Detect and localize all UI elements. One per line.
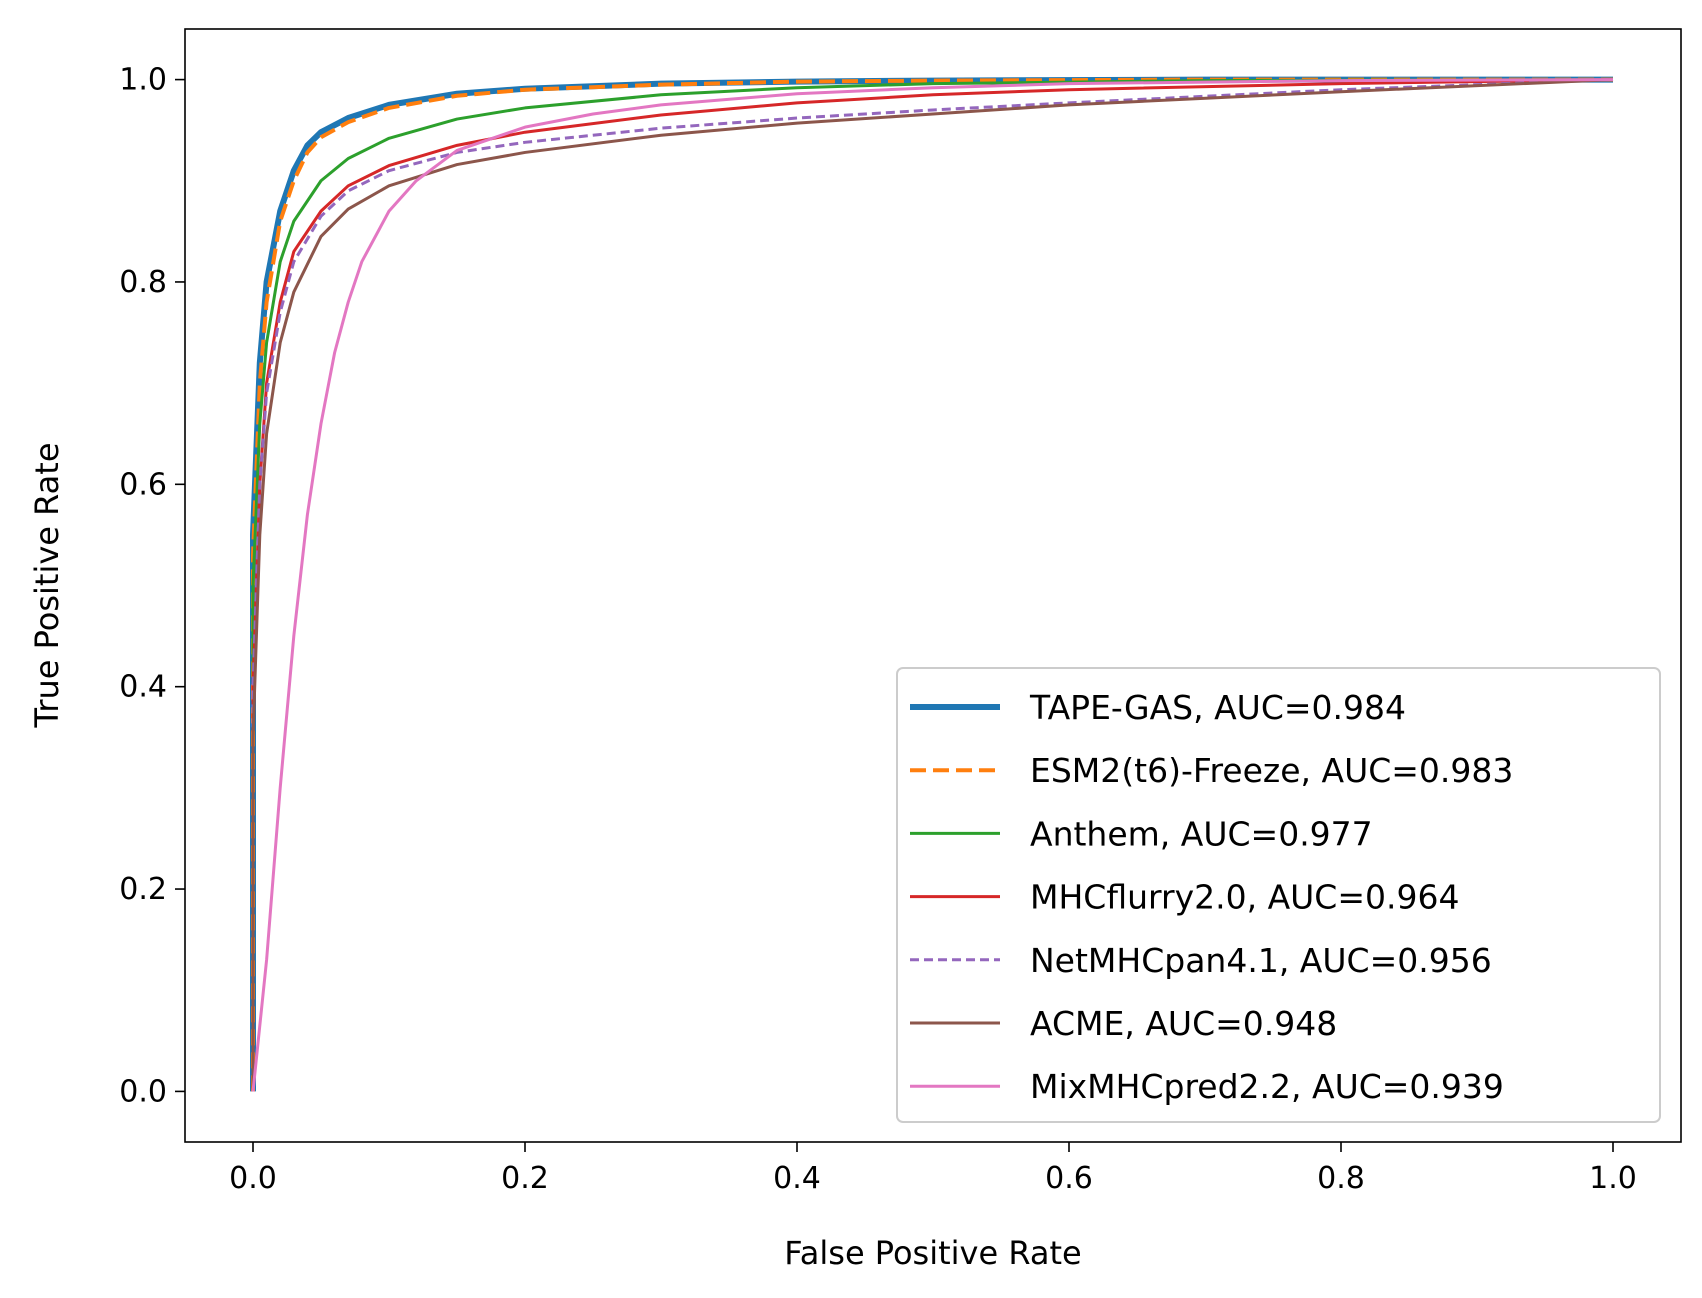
x-tick-label: 0.2 [501, 1161, 549, 1196]
x-axis-label: False Positive Rate [784, 1234, 1081, 1272]
series-line-2 [251, 77, 1613, 1092]
legend-label-1: TAPE-GAS, AUC=0.984 [1029, 688, 1406, 727]
y-tick-label: 0.8 [119, 265, 167, 300]
series-line-5 [251, 78, 1614, 1092]
x-tick-label: 1.0 [1589, 1161, 1637, 1196]
series-line-6 [251, 78, 1614, 1092]
x-axis: 0.0 0.2 0.4 0.6 0.8 1.0 [229, 1142, 1637, 1196]
y-tick-label: 0.0 [119, 1074, 167, 1109]
series-layer [250, 76, 1614, 1092]
series-line-7 [251, 78, 1614, 1092]
legend-label-3: Anthem, AUC=0.977 [1030, 814, 1373, 853]
y-axis-label: True Positive Rate [28, 442, 66, 728]
x-tick-label: 0.4 [773, 1161, 821, 1196]
y-tick-label: 1.0 [119, 63, 167, 98]
plot-frame [184, 28, 1682, 1143]
legend-label-5: NetMHCpan4.1, AUC=0.956 [1030, 941, 1492, 980]
legend-items: TAPE-GAS, AUC=0.984 ESM2(t6)-Freeze, AUC=… [910, 688, 1513, 1106]
y-tick-label: 0.2 [119, 872, 167, 907]
x-tick-label: 0.6 [1045, 1161, 1093, 1196]
series-line-3 [251, 78, 1614, 1092]
legend-label-2: ESM2(t6)-Freeze, AUC=0.983 [1030, 751, 1513, 790]
legend-box [896, 667, 1661, 1123]
y-axis: 0.0 0.2 0.4 0.6 0.8 1.0 [119, 63, 185, 1109]
legend-label-6: ACME, AUC=0.948 [1030, 1004, 1337, 1043]
x-tick-label: 0.8 [1317, 1161, 1365, 1196]
legend: TAPE-GAS, AUC=0.984 ESM2(t6)-Freeze, AUC=… [896, 667, 1661, 1123]
x-tick-label: 0.0 [229, 1161, 277, 1196]
legend-label-7: MixMHCpred2.2, AUC=0.939 [1030, 1067, 1504, 1106]
legend-label-4: MHCflurry2.0, AUC=0.964 [1030, 878, 1459, 917]
y-tick-label: 0.4 [119, 670, 167, 705]
y-tick-label: 0.6 [119, 467, 167, 502]
